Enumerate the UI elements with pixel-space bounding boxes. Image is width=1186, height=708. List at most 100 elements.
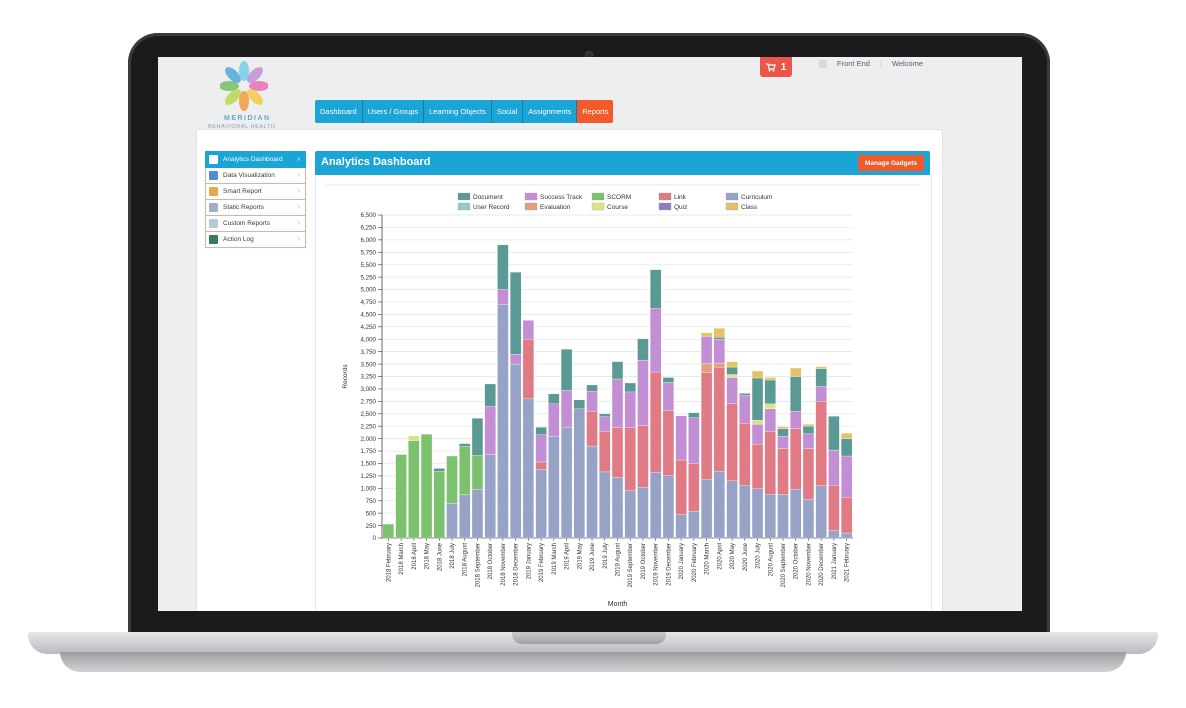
bar-segment <box>459 494 471 539</box>
sidebar-item-label: Custom Reports <box>223 220 270 227</box>
sidebar-item-smart-report[interactable]: Smart Report › <box>205 184 306 200</box>
bar-segment <box>790 489 802 539</box>
tab-social[interactable]: Social <box>491 100 524 123</box>
legend-swatch <box>725 192 739 201</box>
bar-segment <box>650 472 662 539</box>
bar-segment <box>662 382 675 411</box>
chart-icon <box>209 171 218 180</box>
front-end-link[interactable]: Front End <box>837 59 870 68</box>
sidebar-item-label: Static Reports <box>223 204 264 211</box>
bar-segment <box>408 435 420 441</box>
bar-segment <box>726 403 738 482</box>
bar-segment <box>662 475 675 539</box>
bar-segment <box>675 459 687 515</box>
legend-swatch <box>658 202 672 211</box>
tab-learning-objects[interactable]: Learning Objects <box>424 100 492 123</box>
bar-segment <box>662 377 675 383</box>
x-tick-label: 2019 July <box>603 543 609 569</box>
cart-button[interactable]: 1 <box>760 57 792 77</box>
x-tick-label: 2019 October <box>641 543 647 579</box>
manage-gadgets-button[interactable]: Manage Gadgets <box>857 155 924 171</box>
legend-swatch <box>457 192 471 201</box>
sidebar-item-label: Analytics Dashboard <box>223 156 283 163</box>
y-tick-label: 2,000 <box>361 436 377 443</box>
y-tick-label: 3,000 <box>361 386 377 393</box>
custom-report-icon <box>209 219 218 228</box>
sidebar-item-action-log[interactable]: Action Log › <box>205 232 306 248</box>
bar-segment <box>777 426 789 429</box>
legend-label: Document <box>473 194 503 201</box>
tab-reports[interactable]: Reports <box>577 100 614 123</box>
log-icon <box>209 235 218 244</box>
x-tick-label: 2020 June <box>743 542 749 571</box>
bar-segment <box>726 374 738 378</box>
bar-segment <box>841 497 853 534</box>
laptop-notch <box>512 632 666 644</box>
x-axis-title: Month <box>608 601 628 608</box>
bar-segment <box>726 480 738 539</box>
legend-swatch <box>591 202 605 211</box>
bar-segment <box>751 377 764 421</box>
sidebar-item-data-visualization[interactable]: Data Visualization › <box>205 168 306 184</box>
bar-segment <box>637 338 649 361</box>
bar-segment <box>841 438 853 457</box>
legend-label: Quiz <box>674 204 687 211</box>
tab-users-groups[interactable]: Users / Groups <box>362 100 425 123</box>
bar-segment <box>382 523 394 539</box>
tab-dashboard[interactable]: Dashboard <box>315 100 363 123</box>
x-tick-label: 2018 August <box>463 543 469 577</box>
logo-subtitle: BEHAVIORAL HEALTH <box>208 124 276 130</box>
chevron-right-icon: › <box>297 186 300 195</box>
bar-segment <box>560 349 573 391</box>
bar-segment <box>777 428 789 437</box>
sidebar-item-static-reports[interactable]: Static Reports › <box>205 200 306 216</box>
cart-icon <box>765 62 776 72</box>
welcome-link[interactable]: Welcome <box>891 59 924 68</box>
reports-sidebar: Analytics Dashboard › Data Visualization… <box>205 151 306 248</box>
bar-segment <box>484 383 496 407</box>
bar-segment <box>650 371 662 473</box>
bar-segment <box>535 469 547 539</box>
chevron-right-icon: › <box>297 202 300 211</box>
bar-segment <box>790 376 802 412</box>
bar-segment <box>739 485 751 539</box>
chevron-right-icon: › <box>297 218 300 227</box>
y-tick-label: 5,500 <box>361 262 377 269</box>
panel-header: Analytics Dashboard Manage Gadgets <box>315 151 930 175</box>
bar-segment <box>828 449 840 486</box>
bar-segment <box>700 332 713 337</box>
x-tick-label: 2018 July <box>450 543 456 569</box>
y-axis-title: Records <box>342 364 349 389</box>
bar-segment <box>713 328 725 338</box>
y-tick-label: 1,000 <box>361 486 377 493</box>
meridian-logo-icon <box>220 61 268 111</box>
bar-segment <box>739 423 751 486</box>
company-logo[interactable]: MERIDIAN BEHAVIORAL HEALTH <box>208 61 328 131</box>
bar-segment <box>802 499 815 539</box>
bar-segment <box>637 359 649 426</box>
bar-segment <box>841 532 853 539</box>
legend-swatch <box>524 192 538 201</box>
bar-segment <box>471 418 484 456</box>
bar-segment <box>459 446 471 495</box>
grid-icon <box>209 155 218 164</box>
x-tick-label: 2018 November <box>501 543 507 586</box>
stacked-bar-chart: 0 250 500 750 1,000 1,250 1,500 1,750 2,000 2,250… <box>326 184 921 608</box>
bar-segment <box>611 427 624 478</box>
sidebar-item-analytics-dashboard[interactable]: Analytics Dashboard › <box>205 151 306 168</box>
bar-segment <box>688 412 700 418</box>
bar-segment <box>828 485 840 531</box>
bar-segment <box>662 410 675 476</box>
tab-assignments[interactable]: Assignments <box>523 100 578 123</box>
bar-segment <box>713 339 725 364</box>
x-tick-label: 2020 February <box>692 543 698 582</box>
bar-segment <box>751 443 764 489</box>
bar-segment <box>573 399 585 409</box>
bar-segment <box>611 361 624 380</box>
user-icon[interactable] <box>819 59 827 68</box>
bar-segment <box>726 366 738 375</box>
y-tick-label: 5,750 <box>361 249 377 256</box>
sidebar-item-custom-reports[interactable]: Custom Reports › <box>205 216 306 232</box>
y-tick-label: 5,000 <box>361 287 377 294</box>
bar-segment <box>446 455 458 504</box>
